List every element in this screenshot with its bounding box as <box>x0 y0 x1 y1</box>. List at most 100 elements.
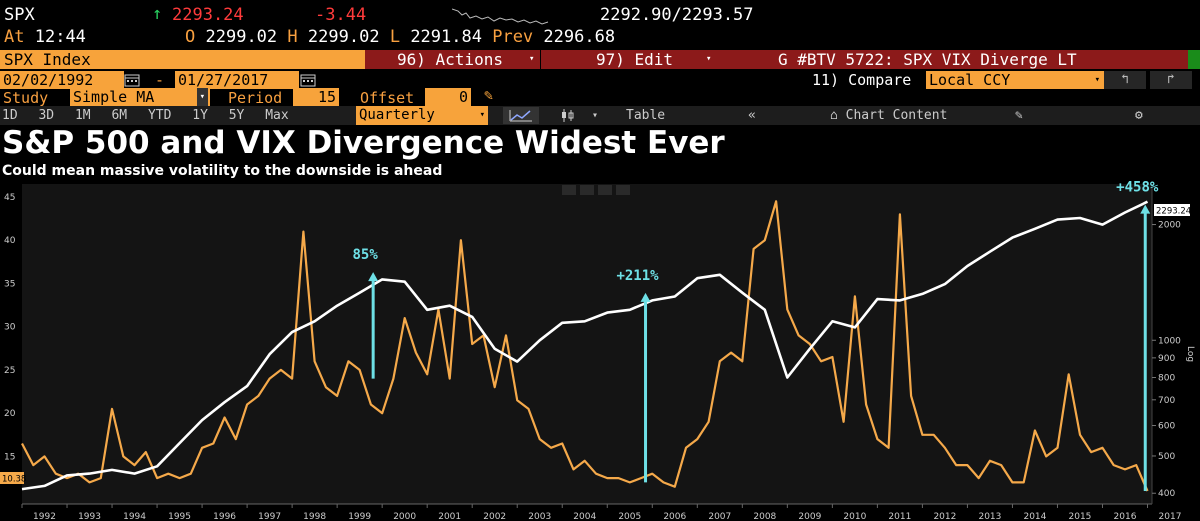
x-tick-label: 2015 <box>1069 512 1092 521</box>
edit-icon[interactable]: ✎ <box>1015 108 1023 123</box>
offset-label: Offset <box>360 89 415 107</box>
period-buttons: 1D 3D 1M 6M YTD 1Y 5Y Max <box>2 106 289 125</box>
x-tick-label: 1998 <box>303 512 326 521</box>
log-label: Log <box>1185 346 1195 362</box>
plot-area <box>22 184 1152 504</box>
period-button[interactable]: 1M <box>74 108 91 123</box>
spx-line <box>21 200 1149 491</box>
series <box>21 200 1149 492</box>
right-tick-label: 400 <box>1158 489 1175 499</box>
x-tick-label: 1999 <box>348 512 371 521</box>
chart-id: G #BTV 5722: SPX VIX Diverge LT <box>778 50 1077 69</box>
pencil-icon[interactable]: ✎ <box>484 86 494 104</box>
prev-value: 2296.68 <box>543 27 616 47</box>
chart-subtitle: Could mean massive volatility to the dow… <box>2 163 443 179</box>
low-label: L <box>389 27 401 47</box>
left-tick-label: 35 <box>4 279 15 289</box>
x-tick-label: 2007 <box>708 512 731 521</box>
candlestick-icon[interactable] <box>556 107 580 124</box>
right-tick-label: 800 <box>1158 374 1175 384</box>
period-button[interactable]: 3D <box>38 108 55 123</box>
chart-toolbar <box>0 106 1200 125</box>
quote-time: 12:44 <box>34 27 86 47</box>
period-button[interactable]: Max <box>265 108 289 123</box>
last-spx-label: 2293.24 <box>1156 207 1191 217</box>
x-tick-label: 1997 <box>258 512 281 521</box>
period-label: Period <box>228 89 283 107</box>
x-tick-label: 1996 <box>213 512 236 521</box>
scroll-handle[interactable] <box>1188 50 1200 69</box>
offset-input[interactable]: 0 <box>425 88 471 106</box>
net-change: -3.44 <box>315 5 367 25</box>
line-chart-icon[interactable] <box>503 107 539 124</box>
ticker: SPX <box>4 5 35 25</box>
chart-title: S&P 500 and VIX Divergence Widest Ever <box>2 125 725 161</box>
frequency-select[interactable]: Quarterly ▾ <box>356 106 488 125</box>
low-value: 2291.84 <box>410 27 482 47</box>
high-value: 2299.02 <box>307 27 380 47</box>
chart-content-button[interactable]: ⌂ Chart Content <box>830 108 948 123</box>
divergence-label: 85% <box>353 247 379 263</box>
start-date-input[interactable]: 02/02/1992 <box>0 71 124 89</box>
left-axis: 15 20 25 30 35 40 45 <box>4 193 16 462</box>
x-axis: 1992 1993 1994 1995 1996 1997 1998 1999 2000 2001… <box>21 504 1182 521</box>
redo-icon[interactable]: ↱ <box>1150 71 1192 89</box>
x-tick-label: 2014 <box>1023 512 1046 521</box>
edit-menu[interactable]: 97) Edit ▾ <box>540 50 716 69</box>
vix-line <box>21 200 1149 492</box>
collapse-icon[interactable]: « <box>748 108 756 123</box>
x-tick-label: 2010 <box>843 512 866 521</box>
end-date-input[interactable]: 01/27/2017 <box>175 71 299 89</box>
period-button[interactable]: 6M <box>111 108 128 123</box>
x-tick-label: 2006 <box>663 512 686 521</box>
range-dash: - <box>155 71 165 89</box>
x-tick-label: 2000 <box>393 512 416 521</box>
bid-ask: 2292.90/2293.57 <box>600 5 754 25</box>
right-tick-label: 700 <box>1158 396 1175 406</box>
period-input[interactable]: 15 <box>293 88 339 106</box>
up-arrow-icon: ↑ <box>152 4 163 24</box>
chart-content-icon: ⌂ <box>830 108 838 123</box>
table-button[interactable]: Table <box>626 108 666 123</box>
calendar-icon[interactable] <box>300 72 322 88</box>
divergence-label: +458% <box>1116 180 1159 196</box>
calendar-icon[interactable] <box>124 72 146 88</box>
period-button[interactable]: 5Y <box>228 108 245 123</box>
chevron-down-icon[interactable]: ▾ <box>592 110 599 121</box>
open-value: 2299.02 <box>205 27 278 47</box>
compare-button[interactable]: 11) Compare <box>812 71 912 89</box>
right-tick-label: 500 <box>1158 452 1175 462</box>
left-tick-label: 20 <box>4 409 16 419</box>
last-value-left: 10.38 <box>0 472 26 485</box>
period-button[interactable]: 1D <box>2 108 18 123</box>
x-tick-label: 2016 <box>1114 512 1137 521</box>
x-tick-label: 2005 <box>618 512 641 521</box>
x-tick-label: 2017 <box>1159 512 1182 521</box>
period-button[interactable]: YTD <box>147 108 172 123</box>
last-value-right: 2293.24 <box>1154 204 1191 217</box>
actions-menu[interactable]: 96) Actions ▾ <box>367 50 537 69</box>
study-select[interactable]: Simple MA ▾ <box>70 88 210 106</box>
right-axis: 400 500 600 700 800 900 1000 2000 <box>1152 221 1181 499</box>
security-field[interactable]: SPX Index <box>0 50 365 69</box>
x-tick-label: 2002 <box>483 512 506 521</box>
x-tick-label: 1993 <box>78 512 101 521</box>
x-tick-label: 2009 <box>798 512 821 521</box>
left-tick-label: 40 <box>4 236 16 246</box>
left-tick-label: 15 <box>4 452 15 462</box>
gear-icon[interactable]: ⚙ <box>1135 108 1143 123</box>
chart: 1992 1993 1994 1995 1996 1997 1998 1999 2000 2001… <box>0 180 1195 521</box>
undo-icon[interactable]: ↰ <box>1104 71 1146 89</box>
annotations: 85% +211% +458% <box>353 180 1159 492</box>
x-tick-label: 1995 <box>168 512 191 521</box>
x-tick-label: 1992 <box>33 512 56 521</box>
right-tick-label: 600 <box>1158 422 1175 432</box>
right-tick-label: 900 <box>1158 354 1175 364</box>
divergence-label: +211% <box>616 268 659 284</box>
currency-select[interactable]: Local CCY ▾ <box>926 71 1104 89</box>
x-tick-label: 2003 <box>528 512 551 521</box>
period-button[interactable]: 1Y <box>192 108 208 123</box>
arrow-head <box>368 272 379 282</box>
x-tick-label: 2008 <box>753 512 776 521</box>
left-tick-label: 30 <box>4 323 16 333</box>
